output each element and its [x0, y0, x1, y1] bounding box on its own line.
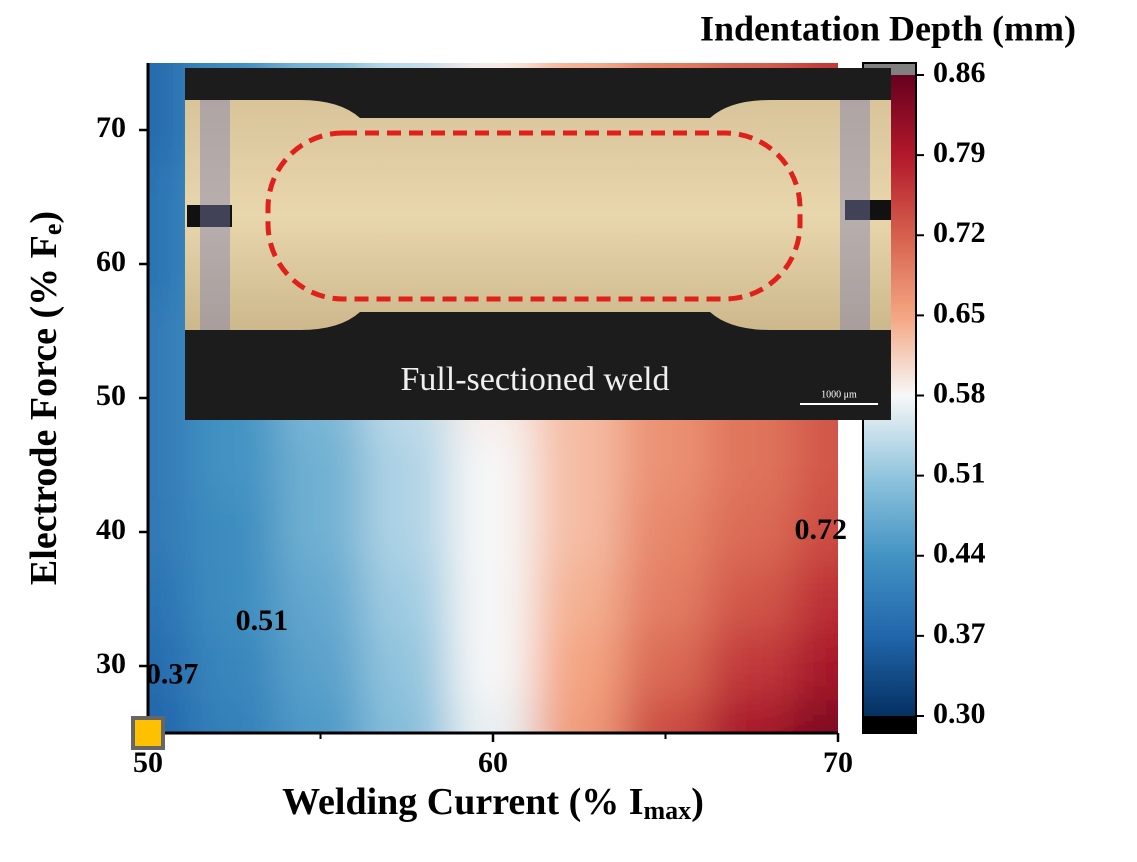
field-cell	[148, 229, 193, 299]
field-cell	[793, 564, 838, 634]
field-cell	[276, 631, 365, 701]
field-cell	[276, 698, 365, 733]
colorbar-label: Indentation Depth (mm)	[700, 8, 1076, 48]
fusion-boundary	[265, 130, 803, 302]
y-tick-label: 60	[96, 245, 126, 278]
inset-image: Full-sectioned weld 1000 μm	[185, 68, 891, 420]
field-cell	[535, 564, 624, 634]
colorbar-tick-label: 0.79	[933, 136, 986, 169]
colorbar-tick-label: 0.37	[933, 617, 986, 650]
colorbar-tick-label: 0.72	[933, 216, 986, 249]
colorbar-tick-label: 0.65	[933, 296, 986, 329]
field-cell	[707, 564, 796, 634]
scale-bar-label: 1000 μm	[821, 389, 857, 400]
colorbar-under	[863, 716, 916, 733]
field-cell	[535, 631, 624, 701]
contour-label: 0.72	[795, 513, 848, 546]
weld-section	[185, 100, 891, 330]
x-axis-label: Welding Current (% Imax)	[282, 781, 704, 825]
field-cell	[793, 497, 838, 567]
x-tick-label: 60	[478, 746, 508, 779]
field-cell	[362, 698, 451, 733]
xlabel-part: )	[691, 781, 704, 823]
field-cell	[362, 564, 451, 634]
field-cell	[190, 631, 279, 701]
field-cell	[707, 497, 796, 567]
ylabel-part: )	[23, 211, 65, 224]
field-cell	[148, 95, 193, 165]
field-cell	[535, 430, 624, 500]
field-cell	[621, 631, 710, 701]
field-cell	[362, 430, 451, 500]
y-tick-label: 50	[96, 379, 126, 412]
field-cell	[448, 430, 538, 500]
gap-right	[845, 200, 891, 220]
field-cell	[148, 363, 193, 433]
field-cell	[793, 698, 838, 733]
field-cell	[148, 63, 193, 98]
y-tick-label: 30	[96, 647, 126, 680]
field-cell	[621, 497, 710, 567]
y-axis-label: Electrode Force (% Fe)	[23, 211, 67, 585]
field-cell	[448, 631, 538, 701]
field-cell	[448, 564, 538, 634]
ylabel-part: Electrode Force (% F	[23, 235, 65, 585]
field-cell	[148, 296, 193, 366]
x-tick-label: 50	[133, 746, 163, 779]
y-tick-label: 70	[96, 111, 126, 144]
field-cell	[621, 430, 710, 500]
field-cell	[448, 497, 538, 567]
colorbar-tick-label: 0.86	[933, 56, 986, 89]
field-cell	[362, 631, 451, 701]
field-cell	[190, 497, 279, 567]
field-cell	[535, 497, 624, 567]
colorbar-tick-label: 0.30	[933, 697, 986, 730]
field-cell	[148, 631, 193, 701]
field-cell	[621, 564, 710, 634]
contour-label: 0.37	[146, 658, 199, 691]
field-cell	[448, 698, 538, 733]
contour-label: 0.51	[236, 604, 289, 637]
field-cell	[148, 497, 193, 567]
inset-caption: Full-sectioned weld	[400, 361, 669, 398]
field-cell	[148, 564, 193, 634]
haz-right	[840, 100, 870, 330]
field-cell	[535, 698, 624, 733]
gap-left	[187, 205, 232, 227]
y-tick-label: 40	[96, 513, 126, 546]
field-cell	[707, 698, 796, 733]
field-cell	[148, 162, 193, 232]
field-cell	[276, 430, 365, 500]
x-tick-label: 70	[823, 746, 853, 779]
field-cell	[276, 564, 365, 634]
field-cell	[148, 430, 193, 500]
field-cell	[707, 631, 796, 701]
field-cell	[190, 430, 279, 500]
ylabel-part: e	[38, 224, 67, 236]
haz-left	[200, 100, 230, 330]
field-cell	[276, 497, 365, 567]
field-cell	[793, 430, 838, 500]
field-cell	[190, 564, 279, 634]
field-cell	[793, 631, 838, 701]
colorbar-tick-label: 0.51	[933, 457, 986, 490]
xlabel-part: Welding Current (% I	[282, 781, 643, 823]
field-cell	[148, 698, 193, 733]
xlabel-part: max	[644, 796, 692, 825]
colorbar-tick-label: 0.44	[933, 537, 986, 570]
field-cell	[362, 497, 451, 567]
field-cell	[190, 698, 279, 733]
field-cell	[707, 430, 796, 500]
marker	[131, 716, 165, 750]
field-cell	[621, 698, 710, 733]
colorbar-tick-label: 0.58	[933, 376, 986, 409]
